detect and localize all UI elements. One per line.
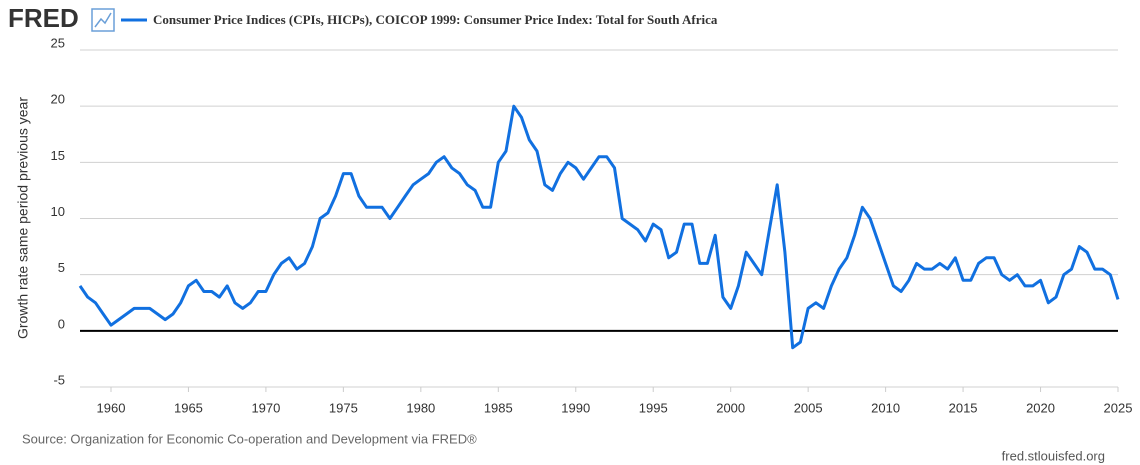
x-tick-label: 1960 [97, 400, 126, 415]
legend-title: Consumer Price Indices (CPIs, HICPs), CO… [153, 12, 718, 27]
x-tick-label: 1985 [484, 400, 513, 415]
x-tick-label: 1965 [174, 400, 203, 415]
series-line [78, 104, 1120, 350]
y-tick-label: 5 [58, 260, 65, 275]
source: Source: Organization for Economic Co-ope… [22, 431, 477, 446]
x-tick-label: 1970 [251, 400, 280, 415]
y-tick-label: 0 [58, 316, 65, 331]
logo-icon-line [94, 12, 112, 28]
x-tick-label: 2000 [716, 400, 745, 415]
logo[interactable]: FRED [8, 3, 79, 33]
y-tick-label: 15 [51, 148, 65, 163]
x-tick-label: 2015 [949, 400, 978, 415]
x-tick-label: 1995 [639, 400, 668, 415]
x-tick-label: 2010 [871, 400, 900, 415]
x-tick-label: 1980 [406, 400, 435, 415]
site-url: fred.stlouisfed.org [1002, 448, 1105, 463]
y-tick-label: 25 [51, 35, 65, 50]
y-tick-label: -5 [53, 372, 65, 387]
x-tick-label: 2020 [1026, 400, 1055, 415]
y-tick-label: 20 [51, 92, 65, 107]
logo-icon [91, 8, 115, 32]
x-tick-label: 1975 [329, 400, 358, 415]
x-tick-label: 2025 [1104, 400, 1133, 415]
y-axis-label: Growth rate same period previous year [15, 97, 31, 339]
x-tick-label: 2005 [794, 400, 823, 415]
y-tick-label: 10 [51, 204, 65, 219]
x-tick-label: 1990 [561, 400, 590, 415]
